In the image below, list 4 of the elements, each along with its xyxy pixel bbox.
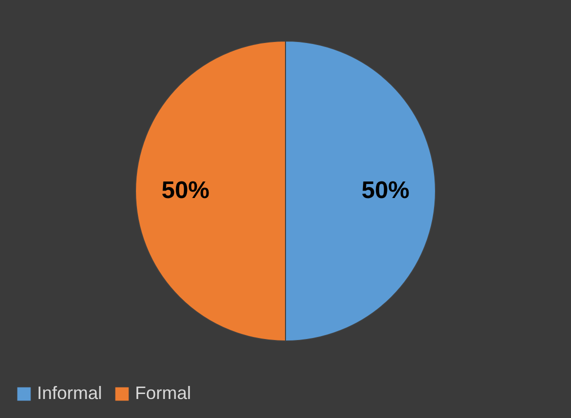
data-label: 50% xyxy=(161,177,210,204)
legend-label: Informal xyxy=(37,383,102,403)
data-label: 50% xyxy=(361,177,410,204)
legend-label: Formal xyxy=(135,383,192,403)
